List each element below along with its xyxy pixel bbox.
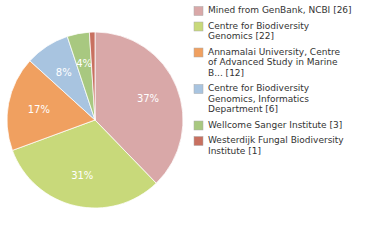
- legend-label-line: Westerdijk Fungal Biodiversity: [208, 135, 344, 145]
- legend-swatch: [194, 137, 203, 146]
- slice-label: 37%: [137, 93, 159, 104]
- pie-slice: [89, 32, 95, 120]
- background: [0, 0, 380, 240]
- legend-label-line: Genomics, Informatics: [208, 94, 309, 104]
- legend-label: Annamalai University, Centreof Advanced …: [208, 47, 340, 78]
- legend-label: Westerdijk Fungal BiodiversityInstitute …: [208, 135, 344, 156]
- legend-label-line: B... [12]: [208, 68, 244, 78]
- legend-swatch: [194, 85, 203, 94]
- legend-swatch: [194, 7, 203, 16]
- legend-label: Wellcome Sanger Institute [3]: [208, 120, 342, 130]
- legend-label-line: Annamalai University, Centre: [208, 47, 340, 57]
- legend-label-line: Mined from GenBank, NCBI [26]: [208, 5, 352, 15]
- slice-label: 31%: [71, 170, 93, 181]
- legend-label-line: Genomics [22]: [208, 31, 274, 41]
- legend-label-line: Wellcome Sanger Institute [3]: [208, 120, 342, 130]
- legend-swatch: [194, 121, 203, 130]
- pie: [7, 32, 183, 208]
- legend-label-line: Department [6]: [208, 104, 278, 114]
- chart-container: 37% 31% 17% 8% 4% Mined from GenBank, NCBI [2…: [0, 0, 380, 240]
- legend-swatch: [194, 22, 203, 31]
- slice-labels: 37% 31% 17% 8% 4%: [28, 58, 159, 181]
- legend-label-line: Centre for Biodiversity: [208, 83, 310, 93]
- slice-label: 4%: [76, 58, 92, 69]
- slice-label: 8%: [56, 67, 72, 78]
- legend-label-line: of Advanced Study in Marine: [208, 57, 338, 67]
- legend-label-line: Centre for Biodiversity: [208, 21, 310, 31]
- legend-label-line: Institute [1]: [208, 146, 261, 156]
- chart-svg: 37% 31% 17% 8% 4% Mined from GenBank, NCBI [2…: [0, 0, 380, 240]
- legend-swatch: [194, 48, 203, 57]
- legend-label: Mined from GenBank, NCBI [26]: [208, 5, 352, 15]
- slice-label: 17%: [28, 104, 50, 115]
- legend-label: Centre for BiodiversityGenomics, Informa…: [208, 83, 310, 114]
- legend-label: Centre for BiodiversityGenomics [22]: [208, 21, 310, 42]
- legend: Mined from GenBank, NCBI [26] Centre for …: [194, 5, 352, 156]
